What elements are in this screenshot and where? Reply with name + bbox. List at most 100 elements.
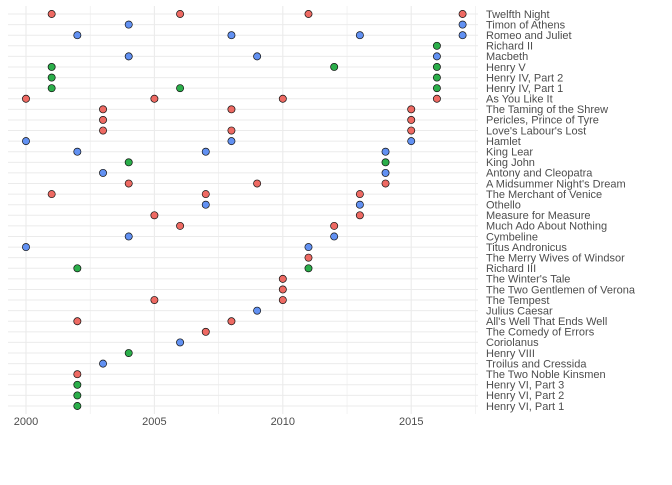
play-label: The Merchant of Venice bbox=[486, 189, 602, 201]
x-axis-tick-labels: 2000 2005 2010 2015 bbox=[14, 416, 424, 428]
data-point bbox=[201, 200, 210, 209]
data-point bbox=[99, 168, 107, 177]
gridlines bbox=[8, 6, 478, 414]
data-point bbox=[176, 338, 185, 347]
data-point bbox=[176, 84, 185, 93]
play-label: Titus Andronicus bbox=[486, 242, 567, 254]
data-point bbox=[304, 264, 313, 273]
data-point bbox=[381, 168, 390, 177]
data-point bbox=[73, 402, 82, 410]
data-points bbox=[22, 10, 467, 410]
data-point bbox=[227, 317, 236, 326]
data-point bbox=[73, 147, 82, 156]
play-label: The Comedy of Errors bbox=[486, 327, 595, 339]
play-label: Twelfth Night bbox=[486, 9, 550, 21]
data-point bbox=[227, 137, 236, 146]
x-tick-label: 2005 bbox=[142, 416, 166, 428]
play-label: King Lear bbox=[486, 147, 533, 159]
play-label: A Midsummer Night's Dream bbox=[486, 178, 626, 190]
play-label: Henry VI, Part 2 bbox=[486, 390, 564, 402]
data-point bbox=[407, 126, 416, 135]
data-point bbox=[124, 179, 133, 188]
data-point bbox=[381, 147, 390, 156]
data-point bbox=[227, 126, 236, 135]
play-label: Much Ado About Nothing bbox=[486, 221, 607, 233]
play-label: King John bbox=[486, 157, 535, 169]
data-point bbox=[227, 31, 236, 40]
data-point bbox=[124, 349, 133, 357]
data-point bbox=[73, 370, 82, 379]
data-point bbox=[99, 105, 107, 114]
data-point bbox=[73, 264, 82, 273]
play-label: Henry VI, Part 3 bbox=[486, 380, 564, 392]
data-point bbox=[278, 274, 287, 283]
data-point bbox=[432, 41, 441, 50]
data-point bbox=[124, 232, 133, 241]
play-label: Richard II bbox=[486, 41, 533, 53]
play-label: Henry IV, Part 2 bbox=[486, 72, 563, 84]
data-point bbox=[201, 147, 210, 156]
data-point bbox=[432, 84, 441, 93]
x-tick-label: 2000 bbox=[14, 416, 38, 428]
data-point bbox=[432, 73, 441, 82]
data-point bbox=[124, 158, 133, 167]
data-point bbox=[355, 190, 364, 199]
data-point bbox=[304, 10, 313, 18]
play-label: Love's Labour's Lost bbox=[486, 125, 586, 137]
data-point bbox=[99, 115, 107, 124]
data-point bbox=[150, 211, 159, 220]
data-point bbox=[201, 190, 210, 199]
data-point bbox=[227, 105, 236, 114]
data-point bbox=[47, 63, 56, 71]
play-label: Richard III bbox=[486, 263, 536, 275]
play-label: The Two Gentlemen of Verona bbox=[486, 284, 636, 296]
data-point bbox=[124, 20, 133, 29]
play-label: The Winter's Tale bbox=[486, 274, 570, 286]
data-point bbox=[355, 31, 364, 40]
data-point bbox=[458, 31, 467, 40]
data-point bbox=[278, 94, 287, 103]
play-label: Julius Caesar bbox=[486, 305, 553, 317]
data-point bbox=[355, 200, 364, 209]
data-point bbox=[47, 10, 56, 18]
data-point bbox=[73, 317, 82, 326]
play-label: The Taming of the Shrew bbox=[486, 104, 608, 116]
data-point bbox=[176, 10, 185, 18]
data-point bbox=[407, 115, 416, 124]
data-point bbox=[22, 243, 30, 252]
data-point bbox=[432, 63, 441, 71]
data-point bbox=[73, 31, 82, 40]
data-point bbox=[99, 126, 107, 135]
play-label: Othello bbox=[486, 200, 521, 212]
play-label: The Merry Wives of Windsor bbox=[486, 252, 625, 264]
play-label: Henry IV, Part 1 bbox=[486, 83, 563, 95]
data-point bbox=[22, 94, 30, 103]
data-point bbox=[47, 73, 56, 82]
data-point bbox=[253, 179, 262, 188]
data-point bbox=[278, 296, 287, 305]
play-label: Henry VIII bbox=[486, 348, 535, 360]
x-tick-label: 2010 bbox=[271, 416, 295, 428]
play-label: Cymbeline bbox=[486, 231, 538, 243]
play-label: Henry V bbox=[486, 62, 526, 74]
play-label: Pericles, Prince of Tyre bbox=[486, 115, 599, 127]
data-point bbox=[176, 221, 185, 230]
data-point bbox=[278, 285, 287, 294]
play-label: Troilus and Cressida bbox=[486, 358, 587, 370]
play-label: Coriolanus bbox=[486, 337, 539, 349]
data-point bbox=[73, 391, 82, 400]
data-point bbox=[150, 296, 159, 305]
play-label: The Tempest bbox=[486, 295, 549, 307]
data-point bbox=[150, 94, 159, 103]
play-label: Henry VI, Part 1 bbox=[486, 401, 564, 413]
x-tick-label: 2015 bbox=[399, 416, 423, 428]
data-point bbox=[201, 327, 210, 336]
play-label: As You Like It bbox=[486, 94, 553, 106]
data-point bbox=[330, 232, 339, 241]
data-point bbox=[253, 306, 262, 315]
play-label: Antony and Cleopatra bbox=[486, 168, 593, 180]
